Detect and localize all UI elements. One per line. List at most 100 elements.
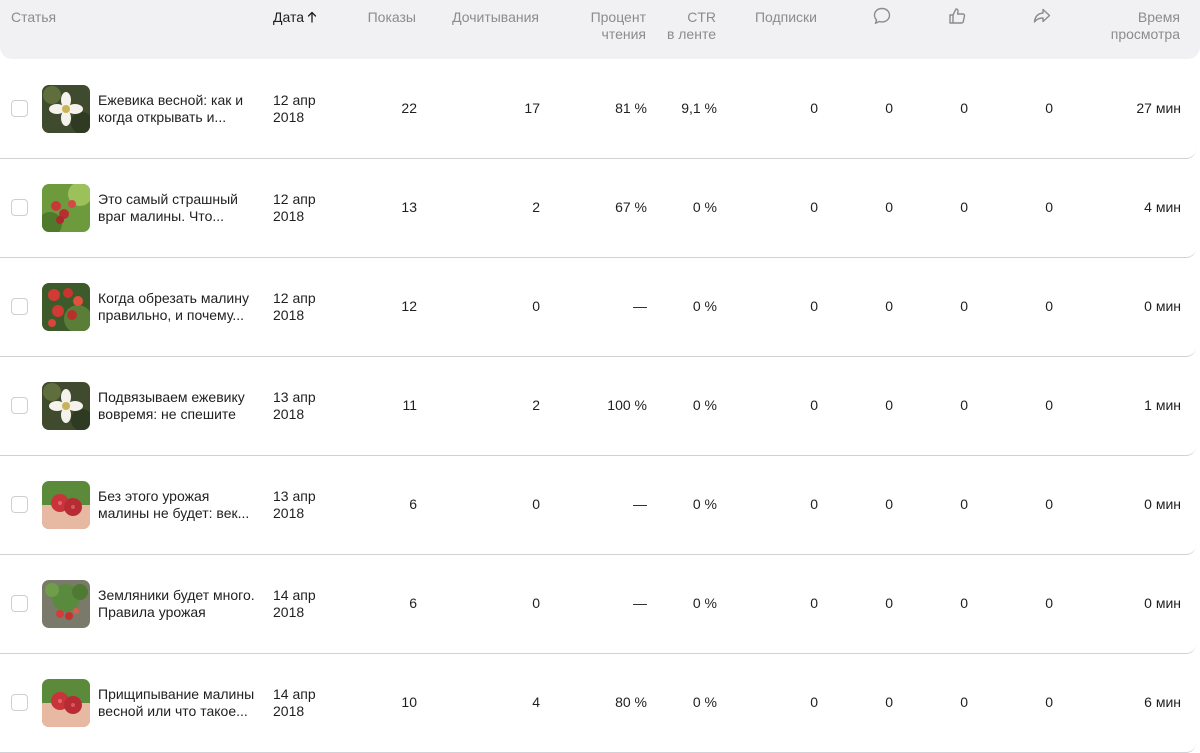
article-date: 12 апр 2018 xyxy=(273,92,343,126)
view-time-value: 0 мин xyxy=(1144,496,1181,512)
row-checkbox[interactable] xyxy=(11,496,28,513)
article-date-line1: 12 апр xyxy=(273,92,316,108)
subscriptions-value: 0 xyxy=(810,694,818,710)
shares-value: 0 xyxy=(1045,694,1053,710)
reads-value: 17 xyxy=(524,100,540,116)
column-header-impressions[interactable]: Показы xyxy=(367,9,416,25)
article-date: 13 апр 2018 xyxy=(273,389,343,423)
read-percent-value: 80 % xyxy=(615,694,647,710)
table-header: Статья Дата Показы Дочитывания Процент ч… xyxy=(0,0,1200,59)
article-date-line1: 13 апр xyxy=(273,389,316,405)
column-header-view-time[interactable]: Время просмотра xyxy=(1090,9,1180,43)
article-title[interactable]: Без этого урожая малины не будет: век... xyxy=(98,488,268,522)
comments-value: 0 xyxy=(885,694,893,710)
ctr-value: 0 % xyxy=(692,595,717,611)
table-row[interactable]: Когда обрезать малину правильно, и почем… xyxy=(0,258,1196,357)
table-row[interactable]: Ежевика весной: как и когда открывать и.… xyxy=(0,60,1196,159)
article-thumbnail xyxy=(42,85,90,133)
article-date-line1: 12 апр xyxy=(273,290,316,306)
article-thumbnail xyxy=(42,382,90,430)
article-thumbnail xyxy=(42,580,90,628)
row-checkbox[interactable] xyxy=(11,595,28,612)
column-header-ctr-line1: CTR xyxy=(687,9,716,25)
column-header-read-percent-line2: чтения xyxy=(601,26,646,42)
read-percent-value: — xyxy=(633,298,647,314)
subscriptions-value: 0 xyxy=(810,595,818,611)
reads-value: 4 xyxy=(532,694,540,710)
article-title[interactable]: Прищипывание малины весной или что такое… xyxy=(98,686,268,720)
comments-value: 0 xyxy=(885,397,893,413)
shares-value: 0 xyxy=(1045,298,1053,314)
article-date-line2: 2018 xyxy=(273,406,305,422)
article-title-line1: Подвязываем ежевику xyxy=(98,389,245,405)
article-date: 14 апр 2018 xyxy=(273,686,343,720)
article-title-line1: Прищипывание малины xyxy=(98,686,255,702)
table-row[interactable]: Без этого урожая малины не будет: век...… xyxy=(0,456,1196,555)
reads-value: 0 xyxy=(532,496,540,512)
impressions-value: 6 xyxy=(409,496,417,512)
reads-value: 2 xyxy=(532,199,540,215)
row-checkbox[interactable] xyxy=(11,199,28,216)
column-header-view-time-line2: просмотра xyxy=(1110,26,1180,42)
likes-value: 0 xyxy=(960,595,968,611)
article-thumbnail xyxy=(42,481,90,529)
column-header-ctr[interactable]: CTR в ленте xyxy=(650,9,716,43)
row-checkbox[interactable] xyxy=(11,298,28,315)
column-header-reads[interactable]: Дочитывания xyxy=(452,9,539,25)
article-date-line2: 2018 xyxy=(273,307,305,323)
article-date-line2: 2018 xyxy=(273,109,305,125)
subscriptions-value: 0 xyxy=(810,298,818,314)
article-title[interactable]: Ежевика весной: как и когда открывать и.… xyxy=(98,92,268,126)
likes-value: 0 xyxy=(960,199,968,215)
article-date: 12 апр 2018 xyxy=(273,191,343,225)
ctr-value: 0 % xyxy=(692,199,717,215)
article-date: 12 апр 2018 xyxy=(273,290,343,324)
table-row[interactable]: Прищипывание малины весной или что такое… xyxy=(0,654,1196,753)
reads-value: 0 xyxy=(532,298,540,314)
comment-icon[interactable] xyxy=(872,6,892,26)
article-title[interactable]: Подвязываем ежевику вовремя: не спешите xyxy=(98,389,268,423)
view-time-value: 1 мин xyxy=(1144,397,1181,413)
table-row[interactable]: Земляники будет много. Правила урожая 14… xyxy=(0,555,1196,654)
impressions-value: 6 xyxy=(409,595,417,611)
subscriptions-value: 0 xyxy=(810,397,818,413)
article-title[interactable]: Когда обрезать малину правильно, и почем… xyxy=(98,290,268,324)
view-time-value: 6 мин xyxy=(1144,694,1181,710)
article-title[interactable]: Это самый страшный враг малины. Что... xyxy=(98,191,268,225)
column-header-view-time-line1: Время xyxy=(1137,9,1180,25)
column-header-subscriptions[interactable]: Подписки xyxy=(754,9,817,25)
view-time-value: 4 мин xyxy=(1144,199,1181,215)
row-checkbox[interactable] xyxy=(11,397,28,414)
subscriptions-value: 0 xyxy=(810,496,818,512)
shares-value: 0 xyxy=(1045,496,1053,512)
share-icon[interactable] xyxy=(1032,6,1052,26)
thumbs-up-icon[interactable] xyxy=(947,6,967,26)
article-title[interactable]: Земляники будет много. Правила урожая xyxy=(98,587,268,621)
view-time-value: 0 мин xyxy=(1144,595,1181,611)
row-checkbox[interactable] xyxy=(11,694,28,711)
article-date: 14 апр 2018 xyxy=(273,587,343,621)
ctr-value: 0 % xyxy=(692,694,717,710)
table-row[interactable]: Это самый страшный враг малины. Что... 1… xyxy=(0,159,1196,258)
column-header-ctr-line2: в ленте xyxy=(666,26,716,42)
table-row[interactable]: Подвязываем ежевику вовремя: не спешите … xyxy=(0,357,1196,456)
shares-value: 0 xyxy=(1045,397,1053,413)
subscriptions-value: 0 xyxy=(810,100,818,116)
reads-value: 2 xyxy=(532,397,540,413)
article-title-line1: Когда обрезать малину xyxy=(98,290,249,306)
column-header-date-label: Дата xyxy=(273,9,305,25)
article-title-line1: Земляники будет много. xyxy=(98,587,255,603)
article-date-line2: 2018 xyxy=(273,505,305,521)
column-header-date[interactable]: Дата xyxy=(273,9,317,26)
impressions-value: 12 xyxy=(401,298,417,314)
column-header-read-percent[interactable]: Процент чтения xyxy=(560,9,646,43)
article-thumbnail xyxy=(42,283,90,331)
impressions-value: 10 xyxy=(401,694,417,710)
reads-value: 0 xyxy=(532,595,540,611)
article-title-line2: правильно, и почему... xyxy=(98,307,245,323)
shares-value: 0 xyxy=(1045,100,1053,116)
column-header-article[interactable]: Статья xyxy=(11,9,57,25)
article-date-line2: 2018 xyxy=(273,604,305,620)
row-checkbox[interactable] xyxy=(11,100,28,117)
article-title-line2: малины не будет: век... xyxy=(98,505,250,521)
